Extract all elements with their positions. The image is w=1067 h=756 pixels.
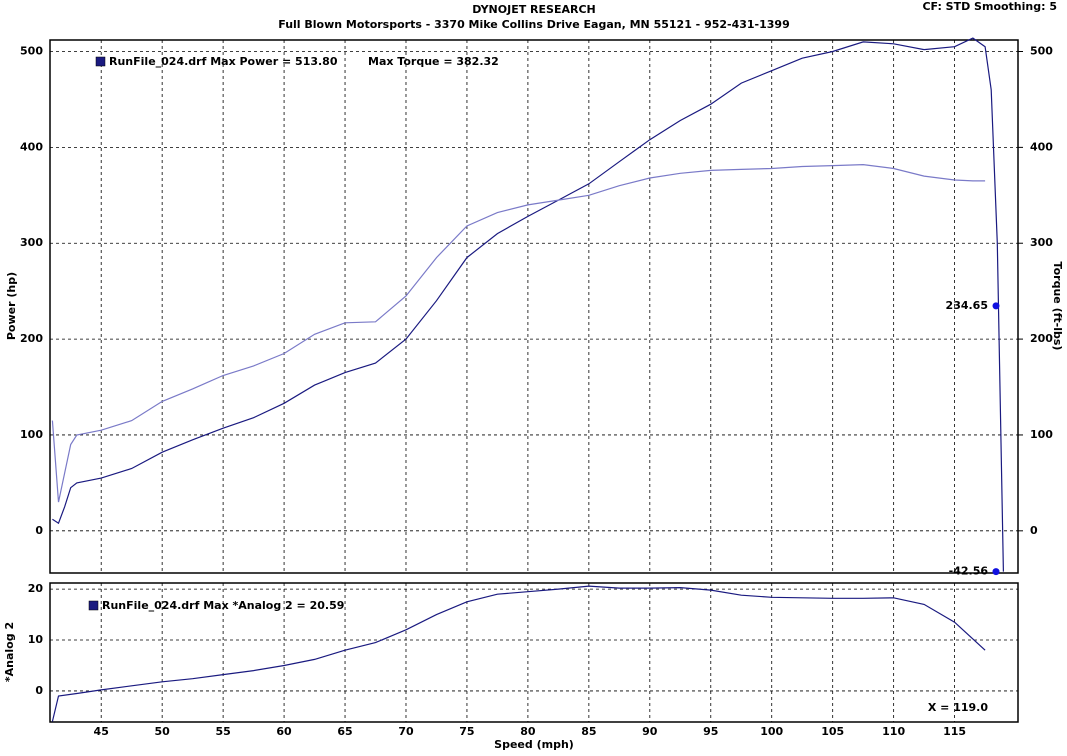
y2-tick-label: 400 (1030, 140, 1053, 153)
y-axis-label: *Analog 2 (3, 622, 16, 682)
cursor-label: -42.56 (949, 565, 989, 578)
x-tick-label: 105 (821, 725, 844, 738)
y2-tick-label: 0 (1030, 524, 1038, 537)
legend-text: RunFile_024.drf Max *Analog 2 = 20.59 (102, 599, 344, 612)
legend-text: RunFile_024.drf Max Power = 513.80 (109, 55, 338, 68)
x-tick-label: 70 (398, 725, 414, 738)
series-line (52, 37, 1004, 572)
cursor-x-label: X = 119.0 (928, 701, 988, 714)
x-tick-label: 100 (760, 725, 783, 738)
y-tick-label: 0 (35, 684, 43, 697)
y2-tick-label: 500 (1030, 45, 1053, 58)
x-tick-label: 55 (215, 725, 230, 738)
legend-swatch (95, 56, 106, 67)
x-axis-label: Speed (mph) (494, 738, 574, 751)
x-tick-label: 80 (520, 725, 536, 738)
x-tick-label: 60 (276, 725, 292, 738)
series-line (51, 163, 986, 503)
x-tick-label: 75 (459, 725, 474, 738)
y-tick-label: 400 (20, 140, 43, 153)
x-tick-label: 85 (581, 725, 596, 738)
series-line (51, 585, 986, 722)
x-tick-label: 110 (882, 725, 905, 738)
y-axis-label: Power (hp) (5, 272, 18, 340)
subtitle: Full Blown Motorsports - 3370 Mike Colli… (278, 18, 790, 31)
y-tick-label: 300 (20, 236, 43, 249)
y-tick-label: 500 (20, 45, 43, 58)
cursor-label: 234.65 (946, 299, 988, 312)
y2-tick-label: 300 (1030, 236, 1053, 249)
settings: CF: STD Smoothing: 5 (922, 0, 1057, 13)
y-tick-label: 20 (28, 582, 44, 595)
y-tick-label: 10 (28, 633, 44, 646)
x-tick-label: 50 (155, 725, 171, 738)
title: DYNOJET RESEARCH (472, 3, 595, 16)
legend-text: Max Torque = 382.32 (368, 55, 499, 68)
x-tick-label: 90 (642, 725, 658, 738)
y2-tick-label: 100 (1030, 428, 1053, 441)
cursor-marker (992, 302, 1000, 310)
y2-tick-label: 200 (1030, 332, 1053, 345)
plot-area (49, 39, 1019, 574)
y-tick-label: 100 (20, 428, 43, 441)
legend-swatch (88, 600, 99, 611)
x-tick-label: 95 (703, 725, 718, 738)
x-tick-label: 115 (943, 725, 966, 738)
x-tick-label: 45 (94, 725, 109, 738)
cursor-marker (992, 568, 1000, 576)
x-tick-label: 65 (337, 725, 352, 738)
y-tick-label: 0 (35, 524, 43, 537)
y-tick-label: 200 (20, 332, 43, 345)
y2-axis-label: Torque (ft-lbs) (1051, 262, 1064, 351)
plot-area (49, 582, 1019, 723)
